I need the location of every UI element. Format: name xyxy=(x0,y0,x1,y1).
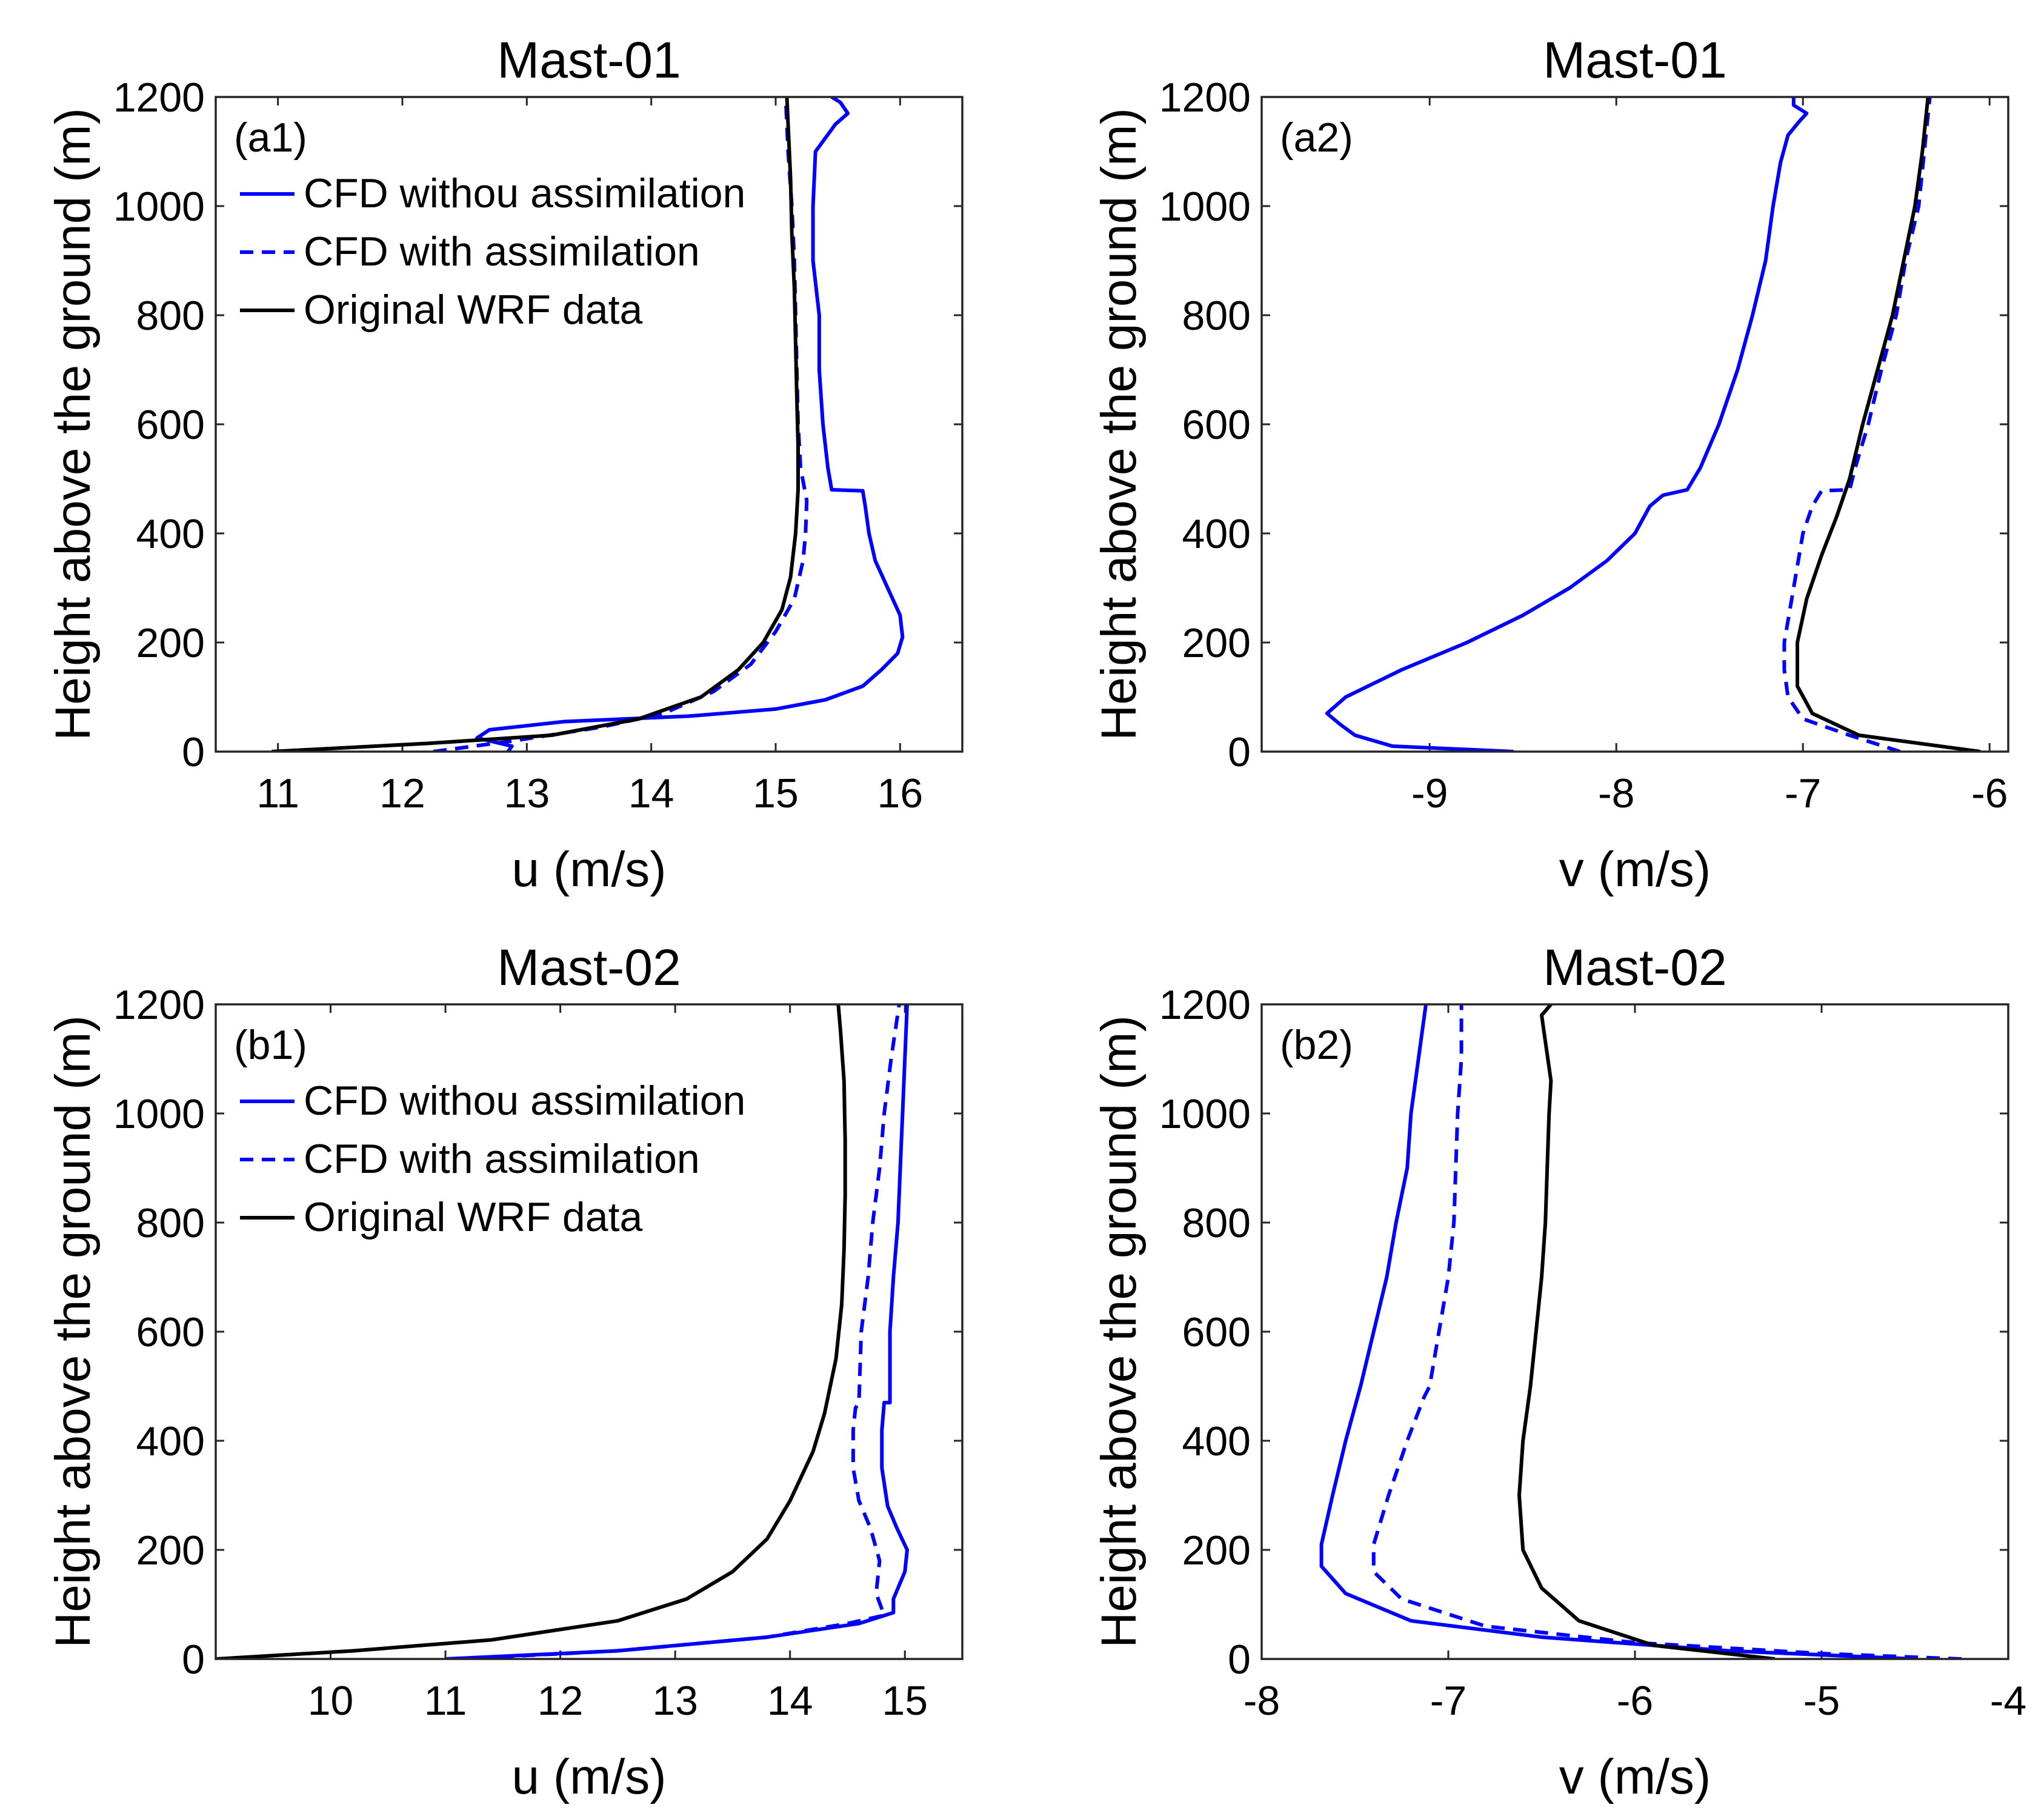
y-tick-label: 600 xyxy=(1182,402,1251,448)
chart-title: Mast-01 xyxy=(497,32,681,88)
y-tick-label: 600 xyxy=(136,402,205,448)
chart-panel-3: Mast-02 0 200 400 600 800 1000 1200 10 11 12 13 14 15… xyxy=(45,939,964,1804)
axes-frame xyxy=(215,96,964,753)
x-tick-label: 13 xyxy=(504,770,550,816)
legend: CFD withou assimilation CFD with assimila… xyxy=(240,1078,745,1240)
y-tick-label: 0 xyxy=(1228,729,1251,775)
panel-tag: (a2) xyxy=(1280,115,1353,161)
chart-title: Mast-02 xyxy=(1543,939,1726,996)
x-tick-label: 11 xyxy=(424,1678,467,1724)
x-axis-label: v (m/s) xyxy=(1559,1749,1711,1804)
x-tick-label: 13 xyxy=(652,1678,698,1724)
x-tick-label: 12 xyxy=(538,1678,584,1724)
series-line-3 xyxy=(216,1004,847,1659)
legend-label: CFD with assimilation xyxy=(304,1136,700,1182)
y-tick-label: 400 xyxy=(136,1418,205,1464)
y-tick-label: 1000 xyxy=(113,1091,205,1137)
axes-frame xyxy=(1260,96,2009,753)
x-tick-label: -8 xyxy=(1598,770,1634,816)
x-tick-label: -6 xyxy=(1971,770,2008,816)
series-line-2 xyxy=(1782,97,1932,752)
x-axis-label: v (m/s) xyxy=(1559,842,1711,897)
y-tick-label: 800 xyxy=(1182,293,1251,339)
panel-tag: (b1) xyxy=(234,1022,307,1068)
y-tick-label: 1000 xyxy=(1159,184,1251,230)
legend-label: CFD withou assimilation xyxy=(304,1078,745,1124)
x-tick-label: 15 xyxy=(753,770,799,816)
x-tick-label: -4 xyxy=(1990,1678,2026,1724)
series-line-3 xyxy=(271,97,800,752)
y-tick-label: 1000 xyxy=(1159,1091,1251,1137)
y-axis-label: Height above the ground (m) xyxy=(45,1015,101,1648)
x-tick-label: -7 xyxy=(1430,1678,1466,1724)
y-tick-label: 1200 xyxy=(1159,75,1251,121)
y-tick-label: 1200 xyxy=(113,982,205,1028)
legend-label: Original WRF data xyxy=(304,1194,642,1240)
axes-frame xyxy=(1260,1003,2009,1660)
chart-panel-1: Mast-01 0 200 400 600 800 1000 1200 11 12 13 14 15 16… xyxy=(45,32,964,897)
panel-tag: (a1) xyxy=(234,115,307,161)
chart-panel-2: Mast-01 0 200 400 600 800 1000 1200 -9 -8 -7 -6 v (m… xyxy=(1091,32,2009,897)
legend-label: Original WRF data xyxy=(304,287,642,333)
y-axis-label: Height above the ground (m) xyxy=(1091,1015,1147,1648)
x-tick-label: 14 xyxy=(628,770,674,816)
x-tick-label: -8 xyxy=(1243,1678,1280,1724)
y-tick-label: 800 xyxy=(136,1200,205,1246)
x-tick-label: 15 xyxy=(882,1678,928,1724)
chart-title: Mast-01 xyxy=(1543,32,1726,88)
y-tick-label: 200 xyxy=(1182,620,1251,666)
y-axis-label: Height above the ground (m) xyxy=(1091,108,1147,741)
series-line-2 xyxy=(456,1004,901,1659)
x-tick-label: -6 xyxy=(1617,1678,1653,1724)
legend: CFD withou assimilation CFD with assimila… xyxy=(240,170,745,333)
x-tick-label: -9 xyxy=(1411,770,1448,816)
series-line-3 xyxy=(1796,97,1981,752)
y-tick-label: 800 xyxy=(1182,1200,1251,1246)
x-axis-label: u (m/s) xyxy=(511,1749,666,1804)
series-line-1 xyxy=(1325,97,1809,752)
series-line-1 xyxy=(1319,1004,1916,1659)
y-tick-label: 0 xyxy=(182,1637,205,1683)
y-tick-label: 800 xyxy=(136,293,205,339)
legend-label: CFD withou assimilation xyxy=(304,170,745,216)
series-line-1 xyxy=(475,97,905,752)
x-tick-label: -7 xyxy=(1785,770,1821,816)
y-tick-label: 200 xyxy=(1182,1527,1251,1574)
y-tick-label: 400 xyxy=(1182,511,1251,557)
y-axis-label: Height above the ground (m) xyxy=(45,108,101,741)
x-tick-label: 12 xyxy=(379,770,425,816)
series-line-2 xyxy=(1371,1004,1962,1659)
y-tick-label: 1200 xyxy=(113,75,205,121)
x-tick-label: 10 xyxy=(308,1678,354,1724)
y-tick-label: 0 xyxy=(1228,1637,1251,1683)
chart-panel-4: Mast-02 0 200 400 600 800 1000 1200 -8 -7 -6 -5 -4 v … xyxy=(1091,939,2026,1804)
x-axis-label: u (m/s) xyxy=(511,842,666,897)
legend-label: CFD with assimilation xyxy=(304,229,700,275)
panel-tag: (b2) xyxy=(1280,1022,1353,1068)
x-tick-label: 16 xyxy=(877,770,924,816)
y-tick-label: 600 xyxy=(136,1309,205,1355)
y-tick-label: 200 xyxy=(136,620,205,666)
y-tick-label: 600 xyxy=(1182,1309,1251,1355)
axes-frame xyxy=(215,1003,964,1660)
x-tick-label: 14 xyxy=(767,1678,813,1724)
y-tick-label: 400 xyxy=(1182,1418,1251,1464)
chart-title: Mast-02 xyxy=(497,939,681,996)
y-tick-label: 0 xyxy=(182,729,205,775)
y-tick-label: 200 xyxy=(136,1527,205,1574)
y-tick-label: 1000 xyxy=(113,184,205,230)
series-line-3 xyxy=(1517,1004,1776,1659)
y-tick-label: 1200 xyxy=(1159,982,1251,1028)
x-tick-label: -5 xyxy=(1803,1678,1840,1724)
x-tick-label: 11 xyxy=(256,770,299,816)
y-tick-label: 400 xyxy=(136,511,205,557)
